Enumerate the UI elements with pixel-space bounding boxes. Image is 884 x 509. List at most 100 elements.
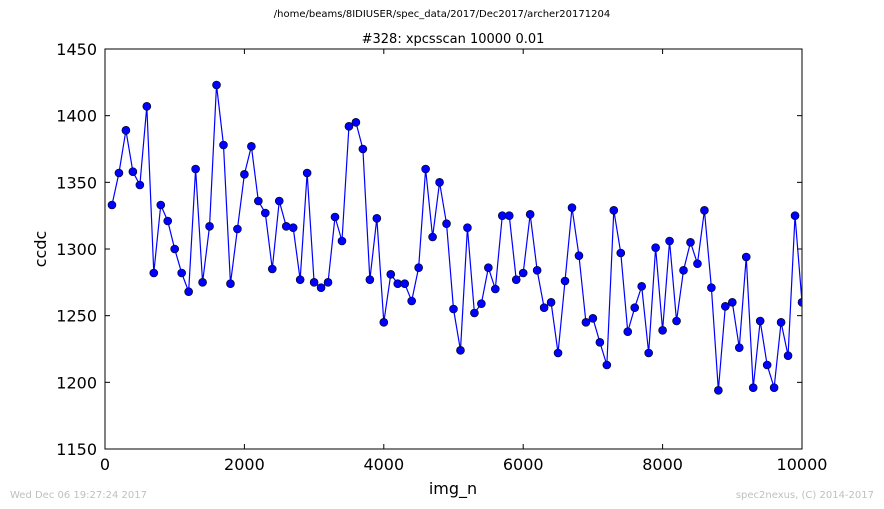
data-point	[477, 299, 486, 308]
data-point	[170, 244, 179, 254]
data-point	[302, 168, 312, 178]
data-point	[337, 236, 347, 246]
data-point	[769, 383, 779, 392]
data-point	[658, 326, 667, 335]
data-point	[226, 279, 235, 288]
data-point	[274, 196, 284, 206]
data-point	[128, 167, 138, 176]
data-point	[797, 298, 802, 307]
data-point	[295, 275, 305, 284]
data-point	[135, 180, 145, 190]
data-point	[700, 206, 709, 215]
data-point	[233, 224, 242, 234]
y-tick-label: 1250	[56, 307, 97, 326]
data-point	[560, 276, 570, 286]
data-point	[727, 298, 737, 307]
data-point	[288, 223, 298, 232]
y-axis-label: ccdc	[31, 231, 50, 268]
x-tick-label: 10000	[777, 455, 828, 474]
data-point	[428, 232, 437, 242]
data-point	[142, 102, 152, 111]
data-point	[149, 268, 159, 278]
data-point	[121, 126, 131, 135]
data-point	[741, 252, 751, 262]
data-point	[721, 302, 730, 311]
data-point	[421, 164, 430, 174]
data-point	[588, 314, 598, 323]
footer-credit: spec2nexus, (C) 2014-2017	[735, 490, 874, 501]
data-point	[449, 304, 458, 314]
data-point	[281, 222, 291, 231]
data-point	[163, 216, 173, 226]
data-point	[372, 214, 382, 223]
data-point	[546, 298, 556, 307]
data-point	[574, 251, 584, 260]
chart-title: #328: xpcsscan 10000 0.01	[362, 32, 545, 47]
data-point	[463, 223, 472, 232]
data-point	[539, 303, 549, 312]
data-point	[762, 360, 772, 370]
series-line	[111, 84, 802, 391]
x-tick-label: 0	[100, 455, 110, 474]
data-point	[379, 318, 389, 327]
data-point	[456, 346, 465, 355]
data-point	[679, 266, 688, 275]
data-point	[630, 303, 640, 312]
data-point	[407, 296, 416, 306]
data-point	[623, 327, 633, 336]
data-point	[414, 263, 423, 272]
data-point	[323, 278, 333, 287]
data-point	[484, 263, 493, 272]
plot-frame	[104, 48, 803, 450]
data-point	[400, 279, 410, 288]
data-point	[714, 386, 723, 395]
data-point	[212, 80, 221, 90]
data-point	[191, 164, 200, 174]
data-point	[511, 275, 521, 284]
data-point	[435, 178, 444, 187]
data-point	[309, 278, 319, 287]
data-point	[693, 259, 702, 268]
footer-timestamp: Wed Dec 06 19:27:24 2017	[10, 490, 147, 501]
data-point	[316, 283, 326, 292]
data-point	[344, 122, 354, 131]
file-path-title: /home/beams/8IDIUSER/spec_data/2017/Dec2…	[273, 9, 611, 20]
data-point	[219, 140, 228, 150]
data-point	[184, 287, 193, 296]
data-point	[442, 219, 451, 228]
x-tick-label: 8000	[642, 455, 683, 474]
y-tick-label: 1450	[56, 40, 97, 59]
data-point	[107, 200, 117, 210]
data-point	[491, 284, 500, 294]
x-tick-label: 4000	[363, 455, 404, 474]
data-point	[198, 278, 207, 287]
data-point	[351, 118, 361, 127]
data-point	[365, 275, 375, 284]
data-point	[783, 351, 793, 360]
data-point	[267, 264, 277, 274]
data-point	[254, 196, 263, 206]
y-tick-label: 1150	[56, 440, 97, 459]
data-point	[637, 282, 646, 291]
data-point	[567, 203, 577, 212]
x-tick-label: 2000	[224, 455, 265, 474]
data-point	[470, 308, 479, 318]
data-point	[504, 211, 514, 220]
data-point	[247, 142, 256, 151]
data-point	[748, 383, 758, 392]
x-tick-label: 6000	[503, 455, 544, 474]
data-point	[156, 200, 166, 210]
data-point	[177, 268, 186, 278]
data-point	[330, 212, 340, 222]
data-point	[595, 338, 605, 347]
data-point	[358, 144, 368, 154]
data-point	[651, 243, 660, 252]
data-point	[665, 236, 674, 246]
data-point	[686, 238, 695, 247]
data-point	[776, 318, 786, 327]
data-point	[261, 208, 270, 218]
data-point	[205, 222, 214, 231]
data-point	[518, 268, 528, 278]
data-point	[616, 248, 626, 258]
